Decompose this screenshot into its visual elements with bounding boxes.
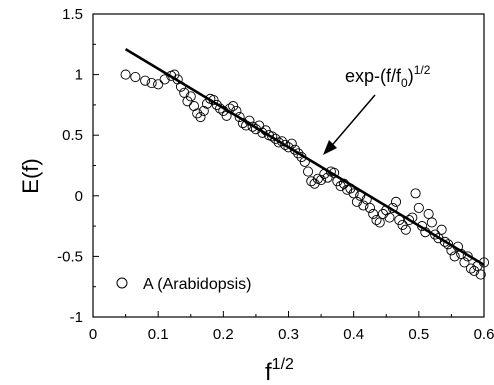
y-axis-ticks: -1 -0.5 0 0.5 1 1.5	[57, 6, 99, 326]
data-point	[475, 269, 486, 280]
data-point	[374, 217, 385, 228]
data-point	[192, 108, 203, 119]
data-point	[140, 75, 151, 86]
annotation-sub: 0	[401, 76, 408, 90]
y-tick-label: -1	[70, 309, 83, 326]
data-point	[433, 233, 444, 244]
data-point	[211, 99, 222, 110]
data-point	[270, 133, 281, 144]
data-point	[280, 139, 291, 150]
fit-line-group	[124, 48, 485, 266]
data-point	[247, 121, 258, 132]
fit-annotation: exp-(f/f0)1/2	[345, 63, 431, 90]
y-tick-label: 1.5	[62, 6, 83, 23]
data-point	[351, 196, 362, 207]
data-point	[130, 71, 141, 83]
plot-border	[92, 13, 485, 318]
legend: A (Arabidopsis)	[116, 276, 252, 293]
data-point	[368, 208, 379, 220]
data-point	[404, 214, 415, 226]
data-point	[400, 224, 411, 235]
x-tick-label: 0.3	[278, 326, 299, 343]
x-tick-label: 0.6	[474, 326, 494, 343]
x-axis-ticks: 0 0.1 0.2 0.3 0.4 0.5 0.6	[89, 311, 494, 343]
y-tick-label: 0	[75, 188, 83, 205]
x-axis-label: f1/2	[265, 356, 294, 385]
data-point	[390, 196, 402, 207]
data-point	[302, 166, 314, 177]
annotation-base: exp-(f/f	[345, 66, 402, 86]
data-point	[443, 239, 454, 250]
data-point	[364, 202, 376, 213]
y-tick-label: -0.5	[57, 248, 83, 265]
data-point	[306, 176, 317, 187]
data-point	[283, 142, 294, 153]
data-point	[358, 200, 369, 211]
data-point	[188, 101, 200, 112]
data-point	[195, 111, 206, 123]
data-point	[146, 78, 157, 89]
data-point	[377, 208, 389, 220]
data-point	[430, 229, 441, 240]
data-point	[449, 251, 460, 262]
annotation-arrow-shaft	[327, 94, 376, 151]
data-point	[348, 188, 359, 199]
annotation-arrow	[323, 94, 376, 155]
x-tick-label: 0.4	[343, 326, 364, 343]
data-point	[234, 111, 245, 123]
data-point	[335, 181, 346, 192]
data-point	[371, 214, 382, 226]
x-tick-label: 0.2	[213, 326, 234, 343]
legend-marker	[116, 277, 128, 289]
legend-label: A (Arabidopsis)	[143, 276, 252, 293]
data-point	[410, 188, 421, 199]
y-axis-label: E(f)	[18, 158, 43, 193]
data-point	[413, 202, 424, 213]
data-point	[293, 148, 304, 159]
annotation-arrow-head	[323, 140, 337, 155]
annotation-close: )	[408, 66, 414, 86]
data-point	[179, 87, 190, 98]
data-points	[120, 69, 490, 280]
data-point	[316, 174, 327, 186]
x-tick-label: 0.5	[408, 326, 429, 343]
x-tick-label: 0.1	[148, 326, 169, 343]
data-point	[436, 224, 447, 235]
y-tick-label: 0.5	[62, 127, 83, 144]
data-point	[465, 263, 477, 274]
data-point	[426, 217, 437, 228]
plot-frame	[92, 13, 485, 318]
data-point	[322, 172, 333, 183]
data-point	[439, 236, 450, 247]
annotation-sup: 1/2	[414, 63, 431, 77]
data-point	[120, 69, 131, 80]
data-point	[384, 212, 395, 223]
x-tick-label: 0	[89, 326, 97, 343]
fit-line	[124, 48, 485, 266]
y-tick-label: 1	[75, 67, 83, 84]
x-axis-label-base: f	[265, 359, 272, 385]
data-point	[459, 257, 470, 268]
x-axis-label-sup: 1/2	[272, 356, 294, 373]
data-point	[267, 131, 278, 142]
data-point	[153, 79, 164, 90]
data-point	[185, 91, 196, 102]
data-point	[423, 208, 434, 220]
data-point	[159, 74, 170, 85]
